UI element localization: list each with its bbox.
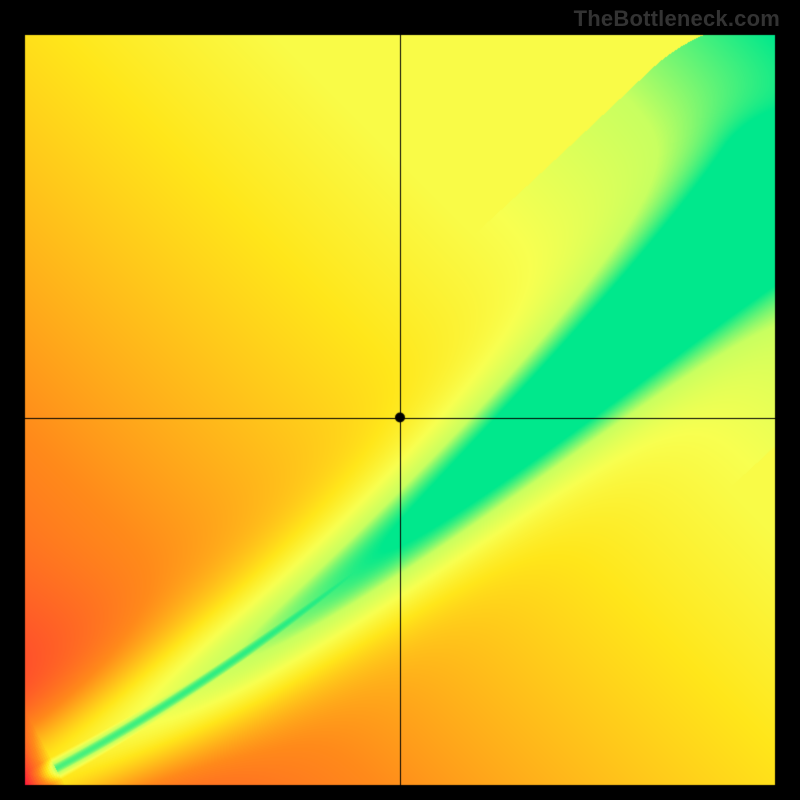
watermark-text: TheBottleneck.com [574, 6, 780, 32]
chart-container: TheBottleneck.com [0, 0, 800, 800]
heatmap-canvas [0, 0, 800, 800]
